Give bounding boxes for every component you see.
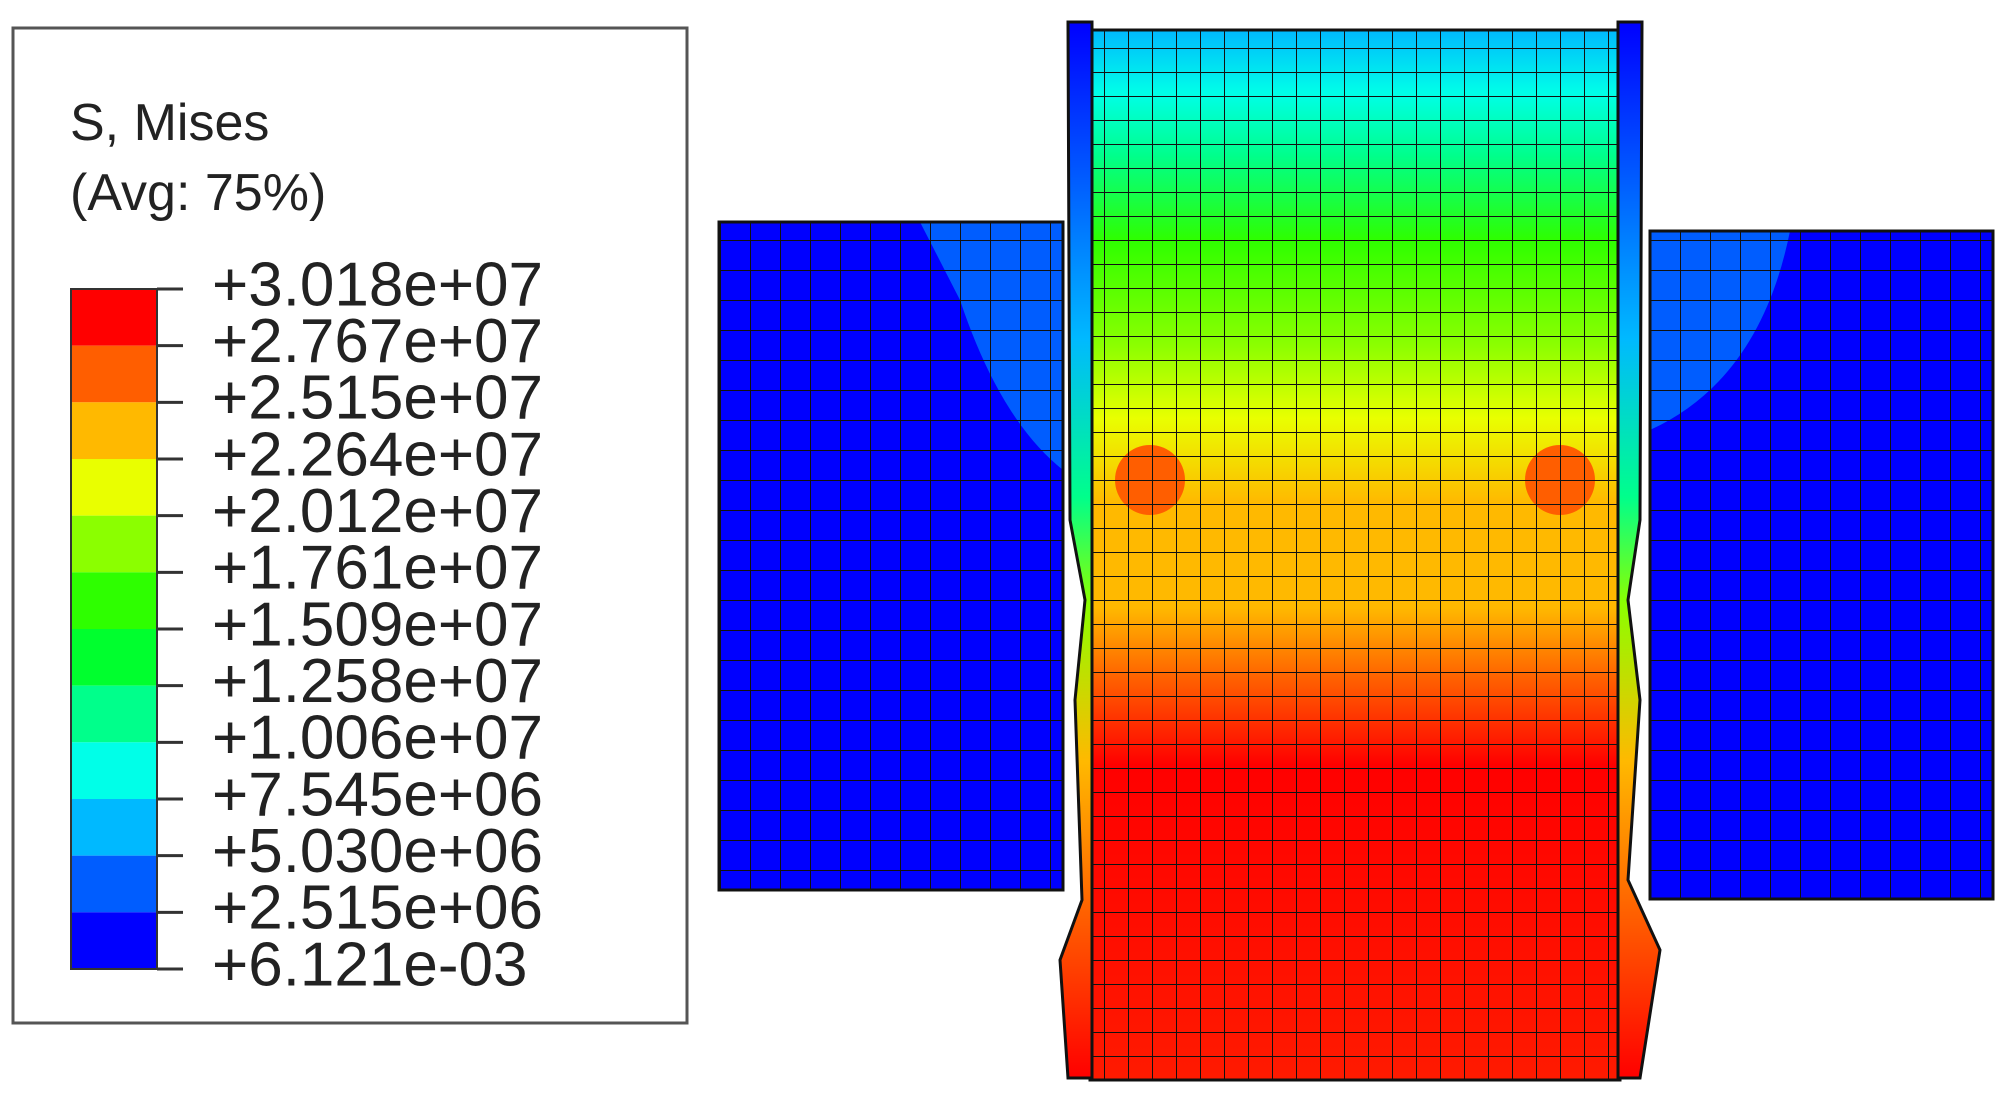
color-band (71, 799, 157, 856)
color-band (71, 289, 157, 346)
color-band (71, 459, 157, 516)
left-flange (1058, 20, 1094, 1080)
color-band (71, 912, 157, 969)
level-label: +7.545e+06 (212, 760, 543, 829)
level-label: +2.515e+07 (212, 364, 543, 433)
level-label: +2.515e+06 (212, 874, 543, 943)
color-bar: +3.018e+07+2.767e+07+2.515e+07+2.264e+07… (70, 250, 543, 999)
color-band (71, 685, 157, 743)
level-label: +1.258e+07 (212, 647, 543, 716)
level-label: +5.030e+06 (212, 817, 543, 886)
level-label: +2.767e+07 (212, 307, 543, 376)
level-label: +6.121e-03 (212, 930, 527, 999)
color-band (71, 572, 157, 629)
color-band (71, 855, 157, 913)
level-label: +1.006e+07 (212, 704, 543, 773)
right-block-mesh (1648, 229, 1995, 901)
level-label: +3.018e+07 (212, 250, 543, 319)
legend-title: S, Mises (70, 94, 269, 152)
legend-subtitle: (Avg: 75%) (70, 164, 326, 222)
color-band (71, 515, 157, 573)
level-label: +1.761e+07 (212, 534, 543, 603)
level-label: +2.012e+07 (212, 477, 543, 546)
column-mesh (1088, 28, 1622, 1082)
color-band (71, 402, 157, 459)
color-band (71, 629, 157, 686)
level-label: +2.264e+07 (212, 420, 543, 489)
left-block-mesh (717, 220, 1065, 892)
right-flange (1616, 20, 1662, 1080)
color-band (71, 742, 157, 799)
color-band (71, 345, 157, 403)
level-label: +1.509e+07 (212, 590, 543, 659)
